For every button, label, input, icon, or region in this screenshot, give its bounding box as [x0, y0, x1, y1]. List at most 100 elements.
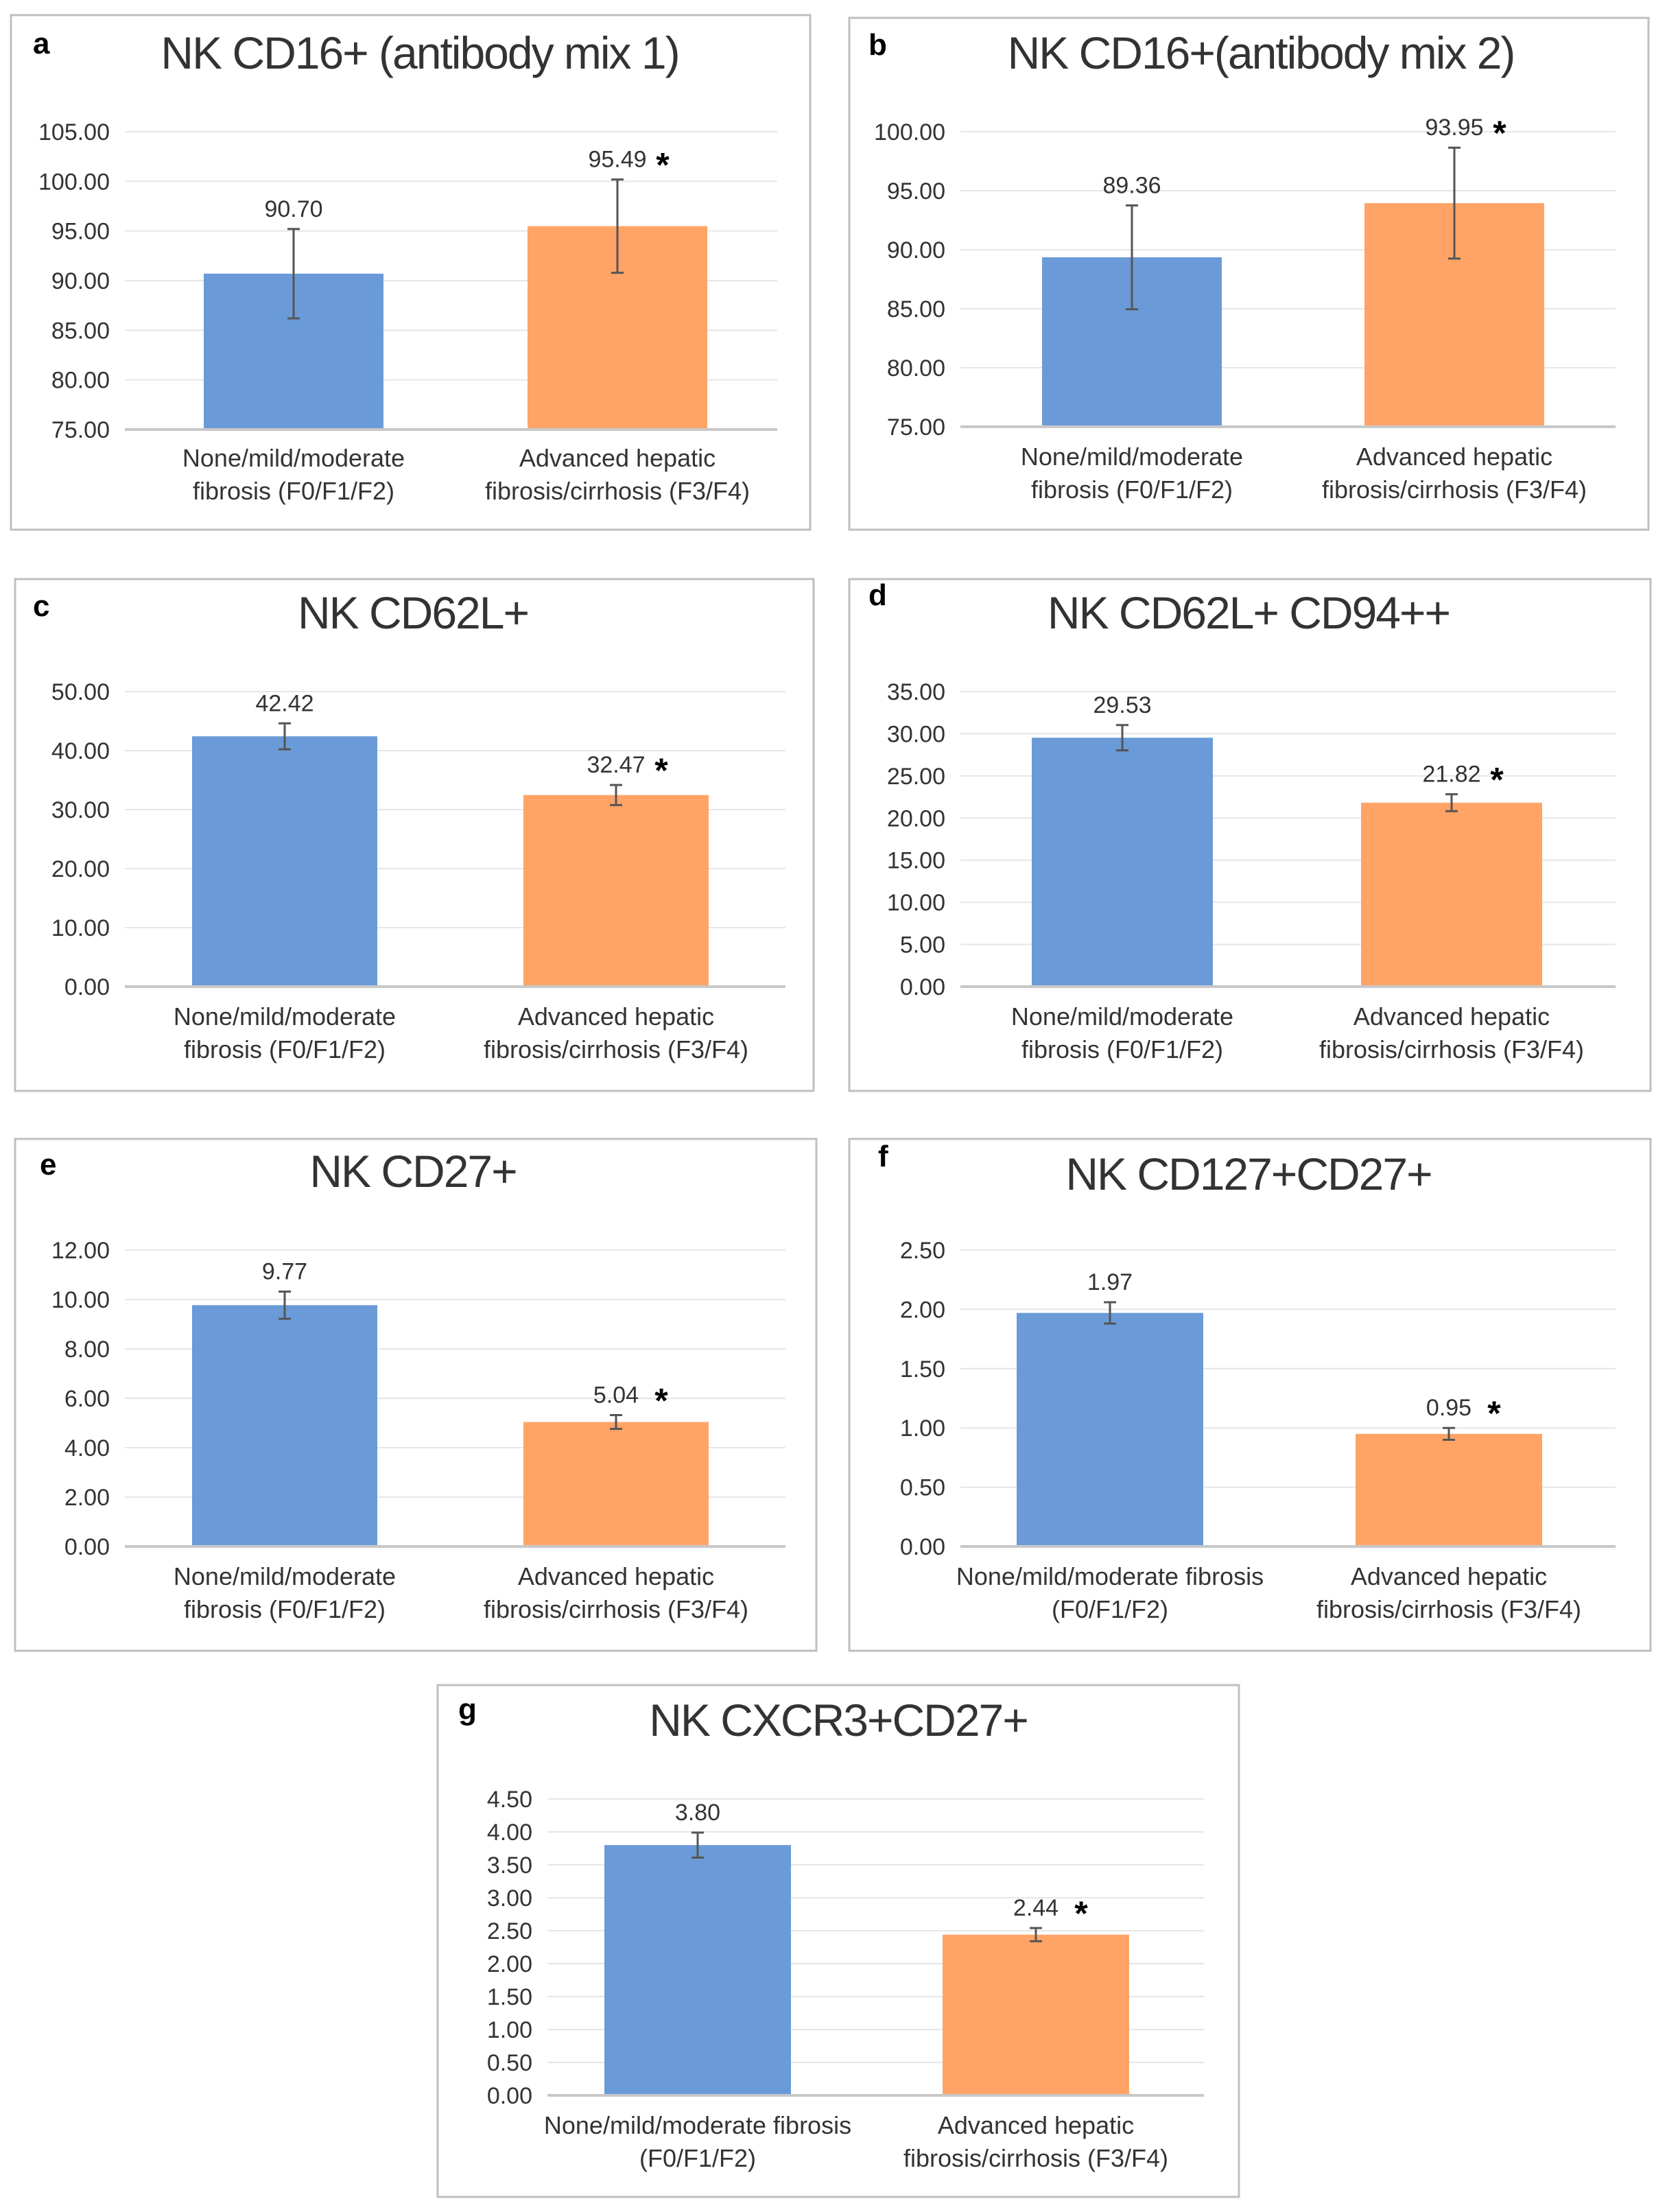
- panel-g-category-label-1: None/mild/moderate fibrosis: [544, 2111, 851, 2139]
- panel-c-category-label-1: None/mild/moderate: [174, 1002, 396, 1031]
- panel-e-ytick-label: 6.00: [64, 1386, 110, 1412]
- panel-f-ytick-label: 2.00: [900, 1297, 945, 1323]
- panel-g-significance-marker: *: [1074, 1894, 1088, 1933]
- panel-g-bar-2: [943, 1934, 1129, 2095]
- panel-d-bar-2: [1361, 802, 1542, 987]
- panel-g-category-label-2: fibrosis/cirrhosis (F3/F4): [903, 2144, 1168, 2172]
- panel-b-category-label-1: fibrosis (F0/F1/F2): [1031, 475, 1233, 504]
- panel-e-title: NK CD27+: [309, 1146, 516, 1197]
- panel-c-category-label-2: Advanced hepatic: [518, 1002, 714, 1031]
- panel-b-value-label-1: 89.36: [1102, 172, 1161, 198]
- panel-d-ytick-label: 10.00: [887, 890, 945, 916]
- panel-g-ytick-label: 0.50: [487, 2050, 532, 2076]
- panel-f-letter: f: [878, 1140, 888, 1173]
- panel-d-ytick-label: 5.00: [900, 932, 945, 958]
- panel-f-bar-1: [1017, 1313, 1203, 1546]
- panel-f-significance-marker: *: [1487, 1394, 1501, 1433]
- panel-g-ytick-label: 4.50: [487, 1787, 532, 1813]
- panel-c-value-label-2: 32.47: [587, 752, 645, 778]
- panel-f-category-label-1: None/mild/moderate fibrosis: [956, 1562, 1264, 1590]
- panel-c-title: NK CD62L+: [298, 587, 528, 638]
- panel-e-frame: [14, 1138, 818, 1652]
- panel-c-ytick-label: 30.00: [51, 797, 110, 823]
- panel-a-ytick-label: 90.00: [51, 268, 110, 294]
- panel-c-value-label-1: 42.42: [255, 690, 314, 716]
- panel-f-category-label-2: fibrosis/cirrhosis (F3/F4): [1316, 1595, 1581, 1623]
- panel-e-ytick-label: 4.00: [64, 1435, 110, 1461]
- panel-a-ytick-label: 100.00: [38, 169, 110, 195]
- panel-b-letter: b: [868, 28, 887, 62]
- panel-b-ytick-label: 95.00: [887, 178, 945, 204]
- panel-d-significance-marker: *: [1490, 761, 1504, 799]
- panel-a-title: NK CD16+ (antibody mix 1): [161, 27, 678, 78]
- panel-g-letter: g: [458, 1693, 477, 1726]
- panel-a-category-label-2: fibrosis/cirrhosis (F3/F4): [485, 477, 750, 505]
- panel-g-ytick-label: 4.00: [487, 1820, 532, 1846]
- panel-g-ytick-label: 3.00: [487, 1885, 532, 1911]
- panel-e-bar-1: [192, 1305, 377, 1546]
- panel-c-bar-2: [523, 795, 709, 987]
- panel-f-category-label-2: Advanced hepatic: [1351, 1562, 1547, 1590]
- panel-e-value-label-1: 9.77: [262, 1258, 307, 1284]
- panel-d-value-label-2: 21.82: [1422, 762, 1480, 788]
- panel-a-ytick-label: 80.00: [51, 368, 110, 394]
- panel-a-category-label-2: Advanced hepatic: [519, 444, 716, 472]
- panel-g-ytick-label: 2.50: [487, 1918, 532, 1944]
- panel-d-ytick-label: 25.00: [887, 764, 945, 790]
- panel-d-bar-1: [1032, 738, 1213, 987]
- panel-d-category-label-2: fibrosis/cirrhosis (F3/F4): [1319, 1035, 1584, 1063]
- panel-a-ytick-label: 105.00: [38, 119, 110, 145]
- panel-a-value-label-1: 90.70: [264, 196, 322, 222]
- panel-g-ytick-label: 1.00: [487, 2017, 532, 2043]
- panel-g-ytick-label: 1.50: [487, 1984, 532, 2010]
- panel-e-category-label-1: None/mild/moderate: [174, 1562, 396, 1590]
- panel-e-letter: e: [40, 1148, 56, 1181]
- panel-b-value-label-2: 93.95: [1425, 115, 1483, 141]
- panel-b-ytick-label: 90.00: [887, 237, 945, 263]
- panel-c-bar-1: [192, 736, 377, 987]
- panel-f-frame: [848, 1138, 1652, 1652]
- panel-e-bar-2: [523, 1422, 709, 1546]
- panel-f-value-label-1: 1.97: [1087, 1269, 1133, 1295]
- panel-d-ytick-label: 30.00: [887, 721, 945, 747]
- panel-f-bar-2: [1356, 1433, 1542, 1546]
- panel-c-ytick-label: 10.00: [51, 915, 110, 941]
- panel-b-category-label-2: Advanced hepatic: [1356, 443, 1552, 471]
- panel-d-title: NK CD62L+ CD94++: [1048, 587, 1450, 638]
- panel-f-value-label-2: 0.95: [1426, 1395, 1471, 1421]
- panel-d-category-label-2: Advanced hepatic: [1353, 1002, 1550, 1031]
- panel-f-category-label-1: (F0/F1/F2): [1052, 1595, 1168, 1623]
- panel-d-ytick-label: 0.00: [900, 974, 945, 1000]
- panel-e-ytick-label: 10.00: [51, 1287, 110, 1313]
- panel-g-value-label-1: 3.80: [675, 1800, 720, 1826]
- panel-d-value-label-1: 29.53: [1093, 692, 1151, 718]
- panel-f-ytick-label: 0.00: [900, 1534, 945, 1560]
- panel-b-ytick-label: 85.00: [887, 296, 945, 322]
- panel-b-category-label-1: None/mild/moderate: [1021, 443, 1243, 471]
- panel-c-letter: c: [33, 589, 49, 623]
- panel-c-category-label-1: fibrosis (F0/F1/F2): [184, 1035, 386, 1063]
- panel-e-ytick-label: 8.00: [64, 1337, 110, 1363]
- panel-g-category-label-2: Advanced hepatic: [938, 2111, 1134, 2139]
- panel-b-ytick-label: 100.00: [874, 119, 945, 145]
- panel-d-ytick-label: 15.00: [887, 848, 945, 874]
- panel-e-category-label-2: fibrosis/cirrhosis (F3/F4): [484, 1595, 748, 1623]
- panel-e-ytick-label: 12.00: [51, 1238, 110, 1264]
- panel-e-category-label-2: Advanced hepatic: [518, 1562, 714, 1590]
- panel-f-ytick-label: 2.50: [900, 1238, 945, 1264]
- panel-d-category-label-1: None/mild/moderate: [1011, 1002, 1233, 1031]
- panel-a-ytick-label: 85.00: [51, 318, 110, 344]
- panel-c-category-label-2: fibrosis/cirrhosis (F3/F4): [484, 1035, 748, 1063]
- panel-f-title: NK CD127+CD27+: [1065, 1149, 1431, 1199]
- panel-f-ytick-label: 1.00: [900, 1415, 945, 1442]
- panel-g-bar-1: [604, 1845, 791, 2095]
- panel-b-ytick-label: 80.00: [887, 355, 945, 381]
- panel-c-ytick-label: 40.00: [51, 738, 110, 764]
- panel-e-ytick-label: 0.00: [64, 1534, 110, 1560]
- panel-a-significance-marker: *: [656, 146, 670, 185]
- panel-g-ytick-label: 3.50: [487, 1852, 532, 1879]
- panel-a-category-label-1: None/mild/moderate: [182, 444, 405, 472]
- panel-g-ytick-label: 2.00: [487, 1951, 532, 1977]
- panel-d-ytick-label: 35.00: [887, 679, 945, 705]
- panel-e-significance-marker: *: [654, 1381, 668, 1420]
